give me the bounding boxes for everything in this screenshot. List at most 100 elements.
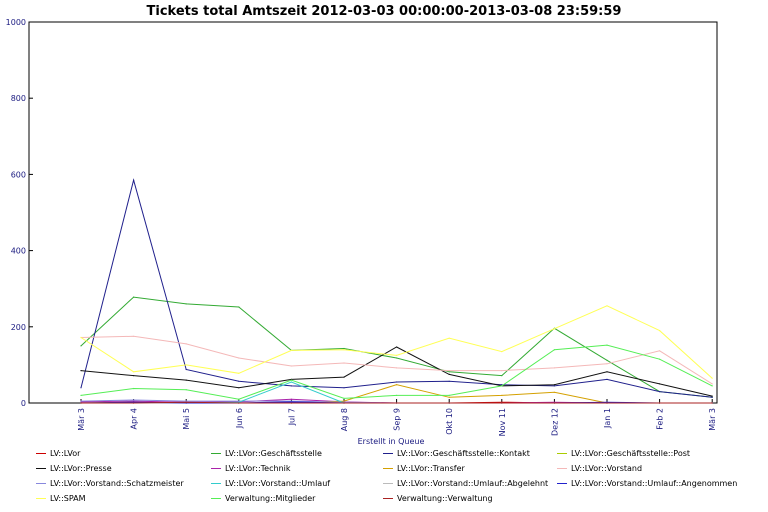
legend-swatch [211, 482, 221, 485]
x-axis-label: Erstellt in Queue [358, 437, 425, 446]
data-point [448, 402, 450, 404]
data-point [448, 380, 450, 382]
legend-item: LV::LVor::Vorstand::Umlauf::Abgelehnt [383, 479, 548, 488]
data-point [80, 336, 82, 339]
data-point [80, 400, 82, 402]
data-point [553, 367, 556, 369]
data-point [659, 350, 661, 352]
data-point [185, 379, 187, 381]
legend-item: LV::LVor::Geschäftsstelle::Post [557, 449, 690, 458]
data-point [343, 400, 345, 402]
data-point [659, 358, 661, 360]
series-lines [80, 178, 713, 404]
x-tick-label: Mär 3 [708, 408, 717, 431]
data-point [185, 400, 187, 402]
data-point [290, 365, 292, 367]
x-tick-label: Dez 12 [550, 408, 559, 436]
data-point [396, 384, 398, 386]
data-point [396, 367, 398, 369]
legend-label: LV::LVor::Geschäftsstelle [225, 449, 322, 458]
data-point [80, 370, 82, 372]
data-point [238, 387, 240, 389]
legend-item: LV::LVor::Transfer [383, 464, 465, 473]
data-point [80, 387, 82, 389]
data-point [396, 402, 398, 404]
data-point [185, 401, 187, 403]
data-point [711, 377, 713, 379]
legend-swatch [557, 467, 567, 470]
x-tick-label: Nov 11 [498, 408, 507, 436]
data-point [290, 385, 292, 387]
legend-item: LV::LVor::Presse [36, 464, 112, 473]
data-point [396, 381, 398, 383]
data-point [659, 330, 661, 332]
data-point [185, 364, 187, 366]
data-point [501, 370, 503, 372]
data-point [448, 396, 450, 398]
legend-label: Verwaltung::Verwaltung [397, 494, 493, 503]
x-tick-label: Apr 4 [130, 408, 139, 429]
data-point [80, 345, 82, 347]
data-point [659, 383, 661, 385]
legend-item: LV::LVor::Vorstand::Umlauf::Angenommen [557, 479, 737, 488]
legend-item: LV::LVor::Vorstand [557, 464, 642, 473]
data-point [343, 402, 345, 404]
legend-item: LV::LVor::Vorstand::Umlauf [211, 479, 330, 488]
data-point [606, 363, 608, 365]
data-point [501, 384, 503, 386]
legend-label: LV::LVor::Geschäftsstelle::Post [571, 449, 691, 458]
x-axis-ticks: Mär 3 Apr 4 Mai 5 Jun 6 Jul 7 Aug 8 Sep 9 Okt 1… [77, 399, 717, 436]
legend-swatch [36, 497, 46, 500]
data-point [238, 380, 240, 382]
data-point [238, 372, 240, 374]
plot-area [28, 21, 718, 404]
legend-label: LV::SPAM [50, 494, 86, 503]
data-point [501, 375, 503, 377]
legend-item: Verwaltung::Mitglieder [211, 494, 315, 503]
data-point [553, 328, 556, 330]
data-point [238, 402, 240, 404]
data-point [501, 402, 503, 404]
data-point [448, 371, 450, 373]
data-point [133, 371, 135, 373]
legend-item: Verwaltung::Verwaltung [383, 494, 493, 503]
data-point [396, 394, 398, 396]
x-tick-label: Jun 6 [235, 408, 244, 429]
legend-label: LV::LVor::Vorstand::Umlauf::Abgelehnt [397, 479, 549, 488]
legend-swatch [36, 482, 46, 485]
data-point [606, 371, 608, 373]
data-point [501, 385, 503, 387]
data-point [396, 357, 398, 359]
data-point [553, 349, 556, 351]
data-point [711, 402, 713, 404]
legend-label: LV::LVor::Transfer [397, 464, 465, 473]
y-tick-label: 1000 [6, 18, 26, 27]
legend-item: LV::LVor::Technik [211, 464, 291, 473]
data-point [553, 391, 556, 393]
data-point [290, 349, 292, 351]
y-tick-label: 400 [11, 247, 26, 256]
data-point [238, 306, 240, 308]
data-point [290, 381, 292, 383]
data-point [290, 379, 292, 381]
data-point [185, 389, 187, 391]
legend-swatch [36, 467, 46, 470]
legend-label: LV::LVor::Vorstand::Umlauf::Angenommen [571, 479, 738, 488]
legend-label: LV::LVor::Geschäftsstelle::Kontakt [397, 449, 530, 458]
data-point [659, 391, 661, 393]
legend-item: LV::SPAM [36, 494, 86, 503]
legend-label: Verwaltung::Mitglieder [225, 494, 316, 503]
legend-label: LV::LVor::Vorstand::Schatzmeister [50, 479, 184, 488]
x-tick-label: Mär 3 [77, 408, 86, 431]
data-point [448, 394, 450, 396]
y-tick-label: 600 [11, 170, 26, 179]
data-point [501, 394, 503, 396]
data-point [133, 179, 135, 181]
data-point [343, 387, 345, 389]
data-point [659, 402, 661, 404]
y-tick-label: 200 [11, 323, 26, 332]
data-point [606, 305, 608, 307]
data-point [185, 368, 187, 371]
legend-swatch [383, 482, 393, 485]
data-point [553, 402, 556, 404]
